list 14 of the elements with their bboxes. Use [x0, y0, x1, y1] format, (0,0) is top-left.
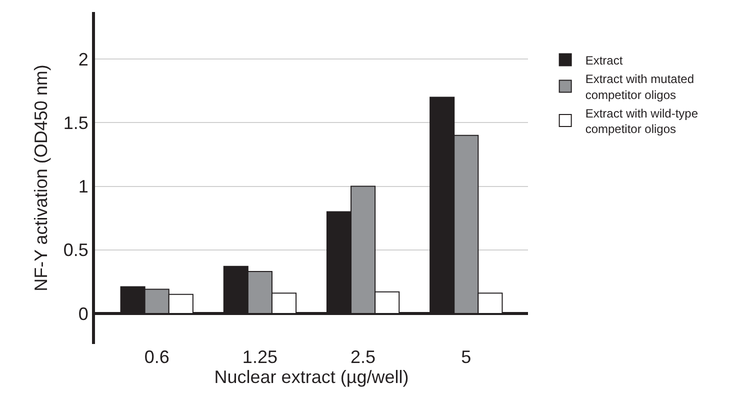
x-tick-label: 2.5	[350, 347, 376, 367]
y-tick-label: 1.5	[63, 112, 88, 133]
x-tick-label: 1.25	[242, 347, 278, 367]
legend-label: Extract	[585, 53, 624, 68]
x-tick-label: 5	[461, 347, 472, 367]
y-tick-label: 2	[78, 49, 88, 70]
y-axis-title: NF-Y activation (OD450 nm)	[31, 64, 51, 292]
y-tick-label: 1	[78, 176, 88, 197]
legend-label: Extract with wild-type competitor oligos	[585, 106, 698, 136]
y-tick-label: 0	[78, 304, 88, 324]
legend-label: Extract with mutated competitor oligos	[585, 72, 694, 102]
x-tick-label: 0.6	[144, 347, 170, 367]
x-axis-title: Nuclear extract (µg/well)	[214, 367, 409, 388]
y-tick-label: 0.5	[63, 240, 88, 260]
